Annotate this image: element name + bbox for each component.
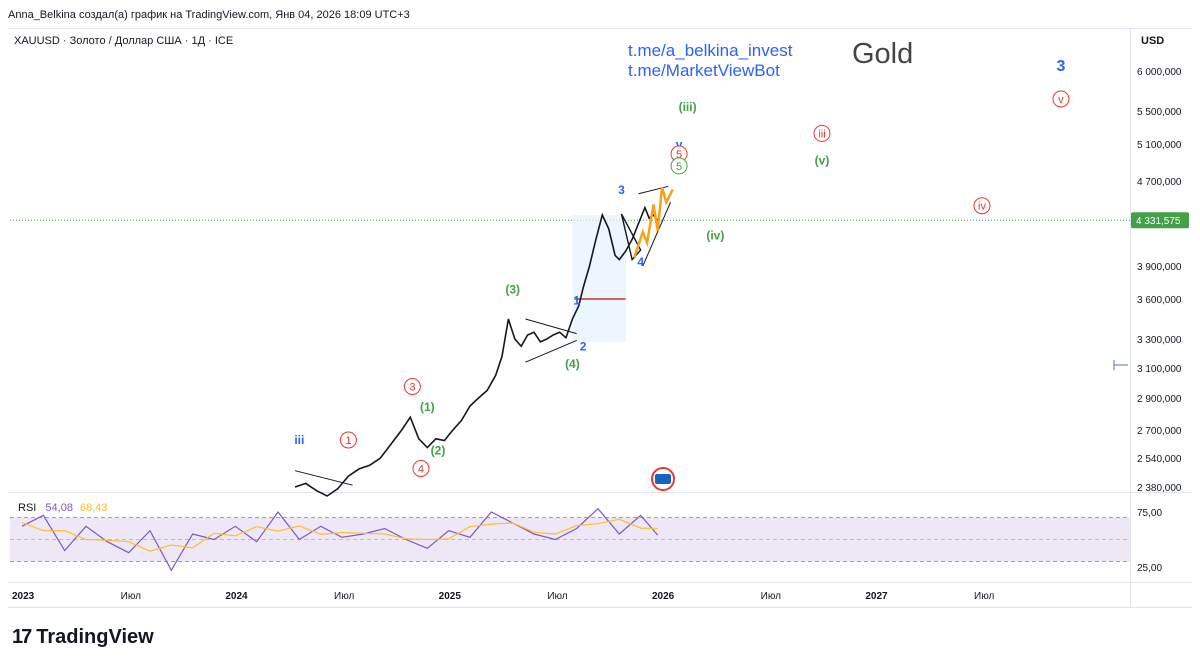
rsi-ma-line: [21, 518, 658, 552]
wave-label: 3: [618, 183, 625, 197]
chart-header: Anna_Belkina создал(а) график на Trading…: [8, 9, 410, 21]
price-axis-divider: [1130, 28, 1131, 608]
wave-label-circle: [1052, 90, 1070, 108]
price-tick-label: 2 700,000: [1137, 426, 1182, 437]
wave-label: iii: [818, 128, 825, 140]
wave-label: v: [1058, 94, 1064, 106]
wave-label: 1: [345, 435, 351, 447]
rsi-tick-label: 25,00: [1137, 563, 1162, 574]
time-tick-label: 2023: [12, 591, 35, 602]
price-tick-label: 2 380,000: [1137, 483, 1182, 494]
time-tick-label: Июл: [761, 591, 781, 602]
triangle-line: [525, 318, 577, 335]
time-tick-label: 2025: [439, 591, 462, 602]
projection-path: [633, 187, 674, 258]
chart-title: Gold: [852, 38, 914, 70]
price-tick-label: 2 900,000: [1137, 394, 1182, 405]
tradingview-logo: 17 TradingView: [12, 626, 154, 649]
symbol-title[interactable]: XAUUSD · Золото / Доллар США · 1Д · ICE: [14, 35, 234, 47]
time-tick-label: Июл: [121, 591, 141, 602]
wave-label-circle: [670, 157, 688, 175]
price-tick-label: 3 600,000: [1137, 295, 1182, 306]
us-flag-icon-body: [655, 474, 671, 484]
time-tick-label: Июл: [974, 591, 994, 602]
promo-link-2[interactable]: t.me/MarketViewBot: [628, 61, 780, 80]
price-tick-label: 2 540,000: [1137, 454, 1182, 465]
wave-label: v: [676, 138, 683, 152]
price-tick-label: 5 100,000: [1137, 140, 1182, 151]
wave-label-circle: [973, 197, 991, 215]
wave-label: iii: [294, 433, 304, 447]
wave-label: (2): [431, 444, 446, 458]
wave-label: 4: [418, 464, 424, 476]
rsi-tick-label: 75,00: [1137, 508, 1162, 519]
rsi-legend[interactable]: RSI 54,08 68,43: [18, 502, 108, 514]
wave-label-circle: [403, 378, 421, 395]
wave-label: 5: [676, 149, 682, 161]
price-tick-label: 3 300,000: [1137, 335, 1182, 346]
wave-label-circle: [813, 124, 831, 142]
wave-label-circle: [339, 431, 357, 449]
price-tick-label: 3 900,000: [1137, 262, 1182, 273]
time-tick-label: Июл: [334, 591, 354, 602]
time-axis-divider: [8, 582, 1192, 583]
wave-label: 3: [1056, 58, 1065, 75]
target-zone: [572, 215, 626, 342]
wave-label: 1: [573, 293, 580, 307]
rsi-name: RSI: [18, 502, 37, 514]
wave-label: (4): [565, 357, 580, 371]
wave-label: (v): [815, 153, 830, 167]
wave-label: iv: [978, 201, 986, 213]
tradingview-wordmark: TradingView: [36, 626, 154, 648]
triangle-line: [638, 185, 669, 195]
price-tick-label: 6 000,000: [1137, 67, 1182, 78]
triangle-line: [294, 470, 353, 486]
rsi-line: [21, 507, 659, 572]
wave-label: 2: [580, 340, 587, 354]
time-tick-label: Июл: [547, 591, 567, 602]
time-tick-label: 2024: [225, 591, 248, 602]
wave-label: (1): [420, 400, 435, 414]
price-tick-label: 4 700,000: [1137, 177, 1182, 188]
current-price-value: 4 331,575: [1136, 216, 1181, 227]
price-line: [294, 205, 659, 497]
pane-divider: [8, 492, 1192, 493]
currency-label[interactable]: USD: [1141, 35, 1165, 47]
wave-label: 4: [637, 255, 644, 269]
tradingview-mark-icon: 17: [12, 626, 32, 648]
wave-label: 5: [676, 161, 682, 173]
top-divider: [8, 28, 1192, 29]
time-tick-label: 2027: [865, 591, 888, 602]
time-tick-label: 2026: [652, 591, 675, 602]
current-price-tag: [1131, 212, 1189, 229]
wave-label-circle: [412, 460, 430, 477]
rsi-ma-value: 68,43: [80, 502, 108, 514]
wave-label: (iv): [706, 228, 724, 242]
wave-label: (3): [505, 283, 520, 297]
promo-link-1[interactable]: t.me/a_belkina_invest: [628, 41, 793, 60]
triangle-line: [525, 339, 577, 363]
wave-label: 3: [409, 382, 415, 394]
triangle-line: [642, 202, 671, 267]
price-tick-label: 3 100,000: [1137, 364, 1182, 375]
bottom-divider: [8, 607, 1192, 608]
wave-label: (iii): [679, 100, 697, 114]
rsi-value: 54,08: [45, 502, 73, 514]
price-tick-label: 5 500,000: [1137, 107, 1182, 118]
